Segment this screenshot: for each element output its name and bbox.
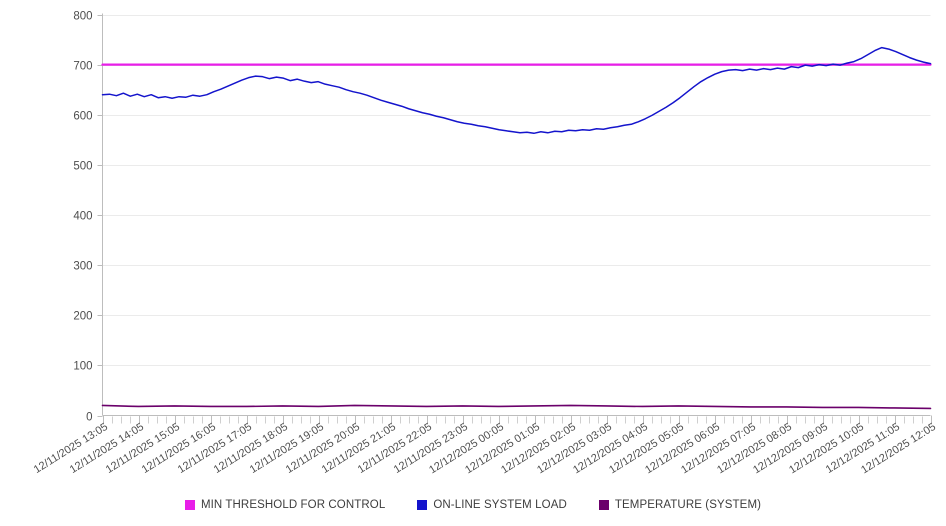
legend-entry-3[interactable]: TEMPERATURE (SYSTEM): [598, 499, 762, 511]
chart-legend: MIN THRESHOLD FOR CONTROL ON-LINE SYSTEM …: [0, 494, 946, 516]
legend-label: MIN THRESHOLD FOR CONTROL: [200, 499, 386, 511]
legend-label: ON-LINE SYSTEM LOAD: [433, 499, 567, 511]
legend-swatch-icon: [417, 500, 428, 510]
x-axis-minor-ticks: [103, 415, 932, 425]
y-axis-tick-labels: 0 100 200 300 400 500 600 700 800: [73, 11, 92, 424]
series-line-2: [101, 46, 932, 135]
axis-lines: [102, 13, 931, 416]
legend-swatch-icon: [184, 500, 195, 510]
y-axis-tick-label: 0: [86, 412, 92, 424]
y-axis-tick-label: 700: [73, 61, 92, 73]
legend-entry-2[interactable]: ON-LINE SYSTEM LOAD: [417, 499, 567, 511]
y-axis-tick-label: 300: [73, 261, 92, 273]
y-axis-tick-label: 400: [73, 211, 92, 223]
legend-entry-1[interactable]: MIN THRESHOLD FOR CONTROL: [184, 499, 386, 511]
series-line-3: [101, 404, 932, 410]
y-axis-tick-label: 600: [73, 111, 92, 123]
y-axis-tick-label: 100: [73, 361, 92, 373]
data-series: [101, 46, 932, 410]
y-axis-ticks: [97, 15, 103, 417]
y-axis-tick-label: 500: [73, 161, 92, 173]
legend-swatch-icon: [598, 500, 609, 510]
legend-label: TEMPERATURE (SYSTEM): [614, 499, 762, 511]
y-axis-tick-label: 800: [73, 11, 92, 23]
y-axis-tick-label: 200: [73, 311, 92, 323]
gridlines: [102, 15, 931, 366]
